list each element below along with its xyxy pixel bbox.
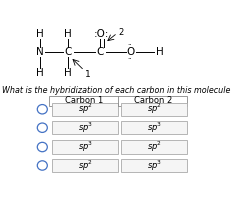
Text: What is the hybridization of each carbon in this molecule?: What is the hybridization of each carbon… xyxy=(2,86,231,95)
FancyBboxPatch shape xyxy=(52,121,119,135)
Text: sp$^3$: sp$^3$ xyxy=(147,121,162,135)
Text: 2: 2 xyxy=(119,28,124,37)
FancyBboxPatch shape xyxy=(121,121,187,135)
Text: C: C xyxy=(97,47,104,57)
Text: sp$^3$: sp$^3$ xyxy=(147,158,162,173)
Text: sp$^2$: sp$^2$ xyxy=(147,102,162,116)
Text: sp$^3$: sp$^3$ xyxy=(78,140,93,154)
FancyBboxPatch shape xyxy=(121,159,187,172)
Text: H: H xyxy=(36,68,43,78)
FancyBboxPatch shape xyxy=(121,140,187,154)
Text: sp$^3$: sp$^3$ xyxy=(78,121,93,135)
Text: N: N xyxy=(36,47,43,57)
Text: sp$^2$: sp$^2$ xyxy=(78,102,93,116)
Text: sp$^2$: sp$^2$ xyxy=(78,158,93,173)
Text: O: O xyxy=(127,47,135,57)
Text: Carbon 1: Carbon 1 xyxy=(65,96,103,105)
Text: ··: ·· xyxy=(127,43,131,48)
Text: C: C xyxy=(65,47,72,57)
FancyBboxPatch shape xyxy=(49,96,187,106)
FancyBboxPatch shape xyxy=(52,140,119,154)
Text: H: H xyxy=(64,68,72,78)
FancyBboxPatch shape xyxy=(52,102,119,116)
FancyBboxPatch shape xyxy=(121,102,187,116)
FancyBboxPatch shape xyxy=(52,159,119,172)
Text: Carbon 2: Carbon 2 xyxy=(134,96,172,105)
Text: H: H xyxy=(156,47,164,57)
Text: H: H xyxy=(36,29,43,39)
Text: :O:: :O: xyxy=(94,29,109,39)
Text: ··: ·· xyxy=(127,56,131,62)
Text: sp$^2$: sp$^2$ xyxy=(147,140,162,154)
Text: H: H xyxy=(64,29,72,39)
Text: 1: 1 xyxy=(85,70,91,78)
